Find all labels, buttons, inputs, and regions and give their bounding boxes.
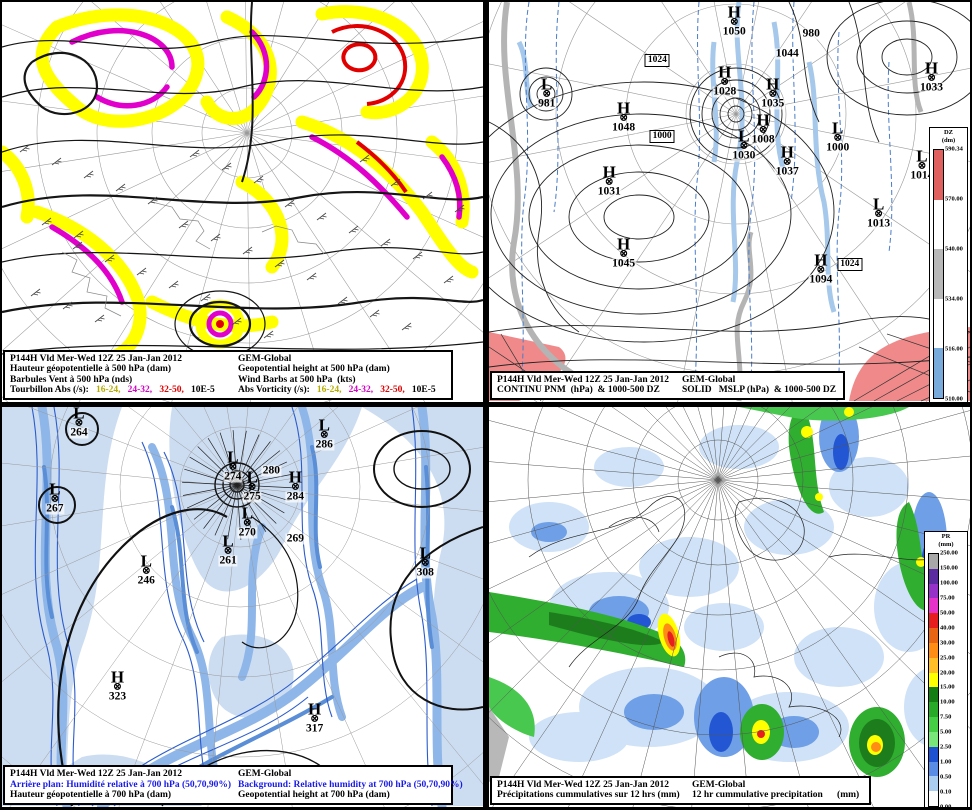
coastlines	[61, 201, 325, 317]
colorbar-tick-label: 516.00	[945, 345, 963, 353]
height-contours-500-thick	[2, 51, 483, 348]
mslp-contours	[489, 2, 970, 368]
caption-row: P144H Vld Mer-Wed 12Z 25 Jan-Jan 2012 GEM…	[497, 374, 736, 385]
thickness-dashed-contours	[518, 2, 893, 402]
caption-row: Hauteur géopotentielle à 700 hPa (dam) Ge…	[10, 790, 390, 801]
thickness-blue-ribbons	[516, 2, 837, 313]
caption-row: P144H Vld Mer-Wed 12Z 25 Jan-Jan 2012 GEM…	[10, 769, 292, 780]
colorbar-strip	[933, 149, 944, 399]
colorbar-tick-label: 7.50	[940, 713, 952, 721]
panel-500hpa-vorticity: P144H Vld Mer-Wed 12Z 25 Jan-Jan 2012 GEM…	[2, 2, 483, 402]
height-contours-700	[38, 412, 483, 807]
colorbar-tick-label: 50.00	[940, 609, 955, 617]
caption-row: P144H Vld Mer-Wed 12Z 25 Jan-Jan 2012 GEM…	[497, 779, 746, 790]
colorbar-tick-label: 75.00	[940, 594, 955, 602]
height-contours-500	[2, 2, 483, 358]
caption-row: Barbules Vent à 500 hPa (nds) Wind Barbs …	[10, 374, 356, 385]
colorbar-tick-label: 570.00	[945, 195, 963, 203]
colorbar-tick-label: 0.50	[940, 773, 952, 781]
caption-bl: P144H Vld Mer-Wed 12Z 25 Jan-Jan 2012 GEM…	[3, 765, 463, 805]
caption-br: P144H Vld Mer-Wed 12Z 25 Jan-Jan 2012 GEM…	[490, 775, 871, 805]
caption-row: Hauteur géopotentielle à 500 hPa (dam) Ge…	[10, 364, 390, 375]
caption-tl: P144H Vld Mer-Wed 12Z 25 Jan-Jan 2012 GEM…	[3, 349, 453, 400]
colorbar-tick-label: 5.00	[940, 728, 952, 736]
colorbar-tick-label: 10.00	[940, 698, 955, 706]
colorbar-title: DZ	[943, 129, 954, 136]
precip-heavy-cores	[657, 407, 926, 755]
caption-row: Précipitations cummulatives sur 12 hrs (…	[497, 790, 860, 801]
colorbar-unit: (mm)	[938, 541, 954, 548]
colorbar-tick-label: 30.00	[940, 639, 955, 647]
caption-row: Arrière plan: Humidité relative à 700 hP…	[10, 779, 463, 790]
vorticity-32-50-shading	[331, 24, 408, 194]
thickness-540-gray-band	[501, 2, 924, 402]
colorbar-tick-label: 590.34	[945, 145, 963, 153]
colorbar-tick-label: 40.00	[940, 624, 955, 632]
caption-row: P144H Vld Mer-Wed 12Z 25 Jan-Jan 2012 GEM…	[10, 353, 292, 364]
colorbar-tick-label: 0.00	[940, 803, 952, 808]
colorbar-tr: DZ (dm) 590.34 570.00 540.00 534.00 516.00 510.…	[929, 127, 968, 402]
map-art-precip	[489, 407, 970, 807]
panel-700hpa-humidity: L ⊗ 264 L ⊗ 267 L ⊗ 286 280 L ⊗ 275 H ⊗ 284 L ⊗ 274 L ⊗ 270 26…	[2, 407, 483, 807]
map-art-700hpa	[2, 407, 483, 807]
colorbar-tick-label: 534.00	[945, 295, 963, 303]
colorbar-strip	[928, 553, 939, 807]
vorticity-24-32-shading	[49, 27, 463, 305]
colorbar-tick-label: 150.00	[940, 564, 958, 572]
wind-barbs	[19, 144, 465, 339]
colorbar-tick-label: 540.00	[945, 245, 963, 253]
colorbar-tick-label: 250.00	[940, 549, 958, 557]
colorbar-tick-label: 0.10	[940, 788, 952, 796]
colorbar-br: PR (mm) 250.00 150.00 100.00 75.00 50.00 40.00 3…	[924, 531, 968, 807]
colorbar-unit: (dm)	[941, 137, 956, 144]
map-art-500hpa	[2, 2, 483, 402]
vorticity-legend-row: Tourbillon Abs (/s): 16-24, 24-32, 32-50…	[10, 385, 436, 396]
colorbar-tick-label: 20.00	[940, 669, 955, 677]
gray-patch	[489, 707, 509, 782]
caption-row: CONTINU PNM (hPa) & 1000-500 DZ SOLID MSL…	[497, 385, 837, 396]
colorbar-tick-label: 1.00	[940, 758, 952, 766]
colorbar-title: PR	[941, 533, 951, 540]
colorbar-tick-label: 15.00	[940, 683, 955, 691]
panel-mslp-thickness: H ⊗ 1050 1044 H ⊗ 1048 H ⊗ 1031 H ⊗ 1045 L ⊗ 981 980 H ⊗ 10…	[489, 2, 970, 402]
colorbar-tick-label: 25.00	[940, 654, 955, 662]
colorbar-tick-label: 2.50	[940, 743, 952, 751]
map-art-mslp	[489, 2, 970, 402]
colorbar-tick-label: 100.00	[940, 579, 958, 587]
panel-precipitation: PR (mm) 250.00 150.00 100.00 75.00 50.00 40.00 3…	[489, 407, 970, 807]
vorticity-16-24-shading	[2, 5, 479, 364]
colorbar-tick-label: 510.00	[945, 395, 963, 403]
caption-tr: P144H Vld Mer-Wed 12Z 25 Jan-Jan 2012 GEM…	[490, 370, 845, 400]
